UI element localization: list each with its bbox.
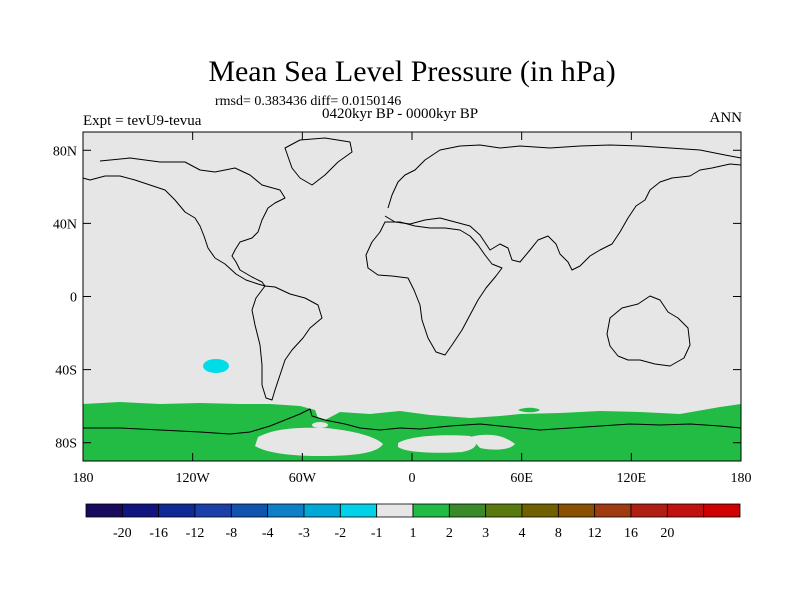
europe-south-asia-coast: [384, 163, 742, 271]
colorbar-box: [412, 503, 450, 518]
colorbar-box: [194, 503, 232, 518]
colorbar-label: 1: [410, 526, 417, 541]
lat-tick-label: 80S: [55, 437, 77, 452]
antarctic-gap-central: [398, 435, 477, 453]
antarctic-gaps: [255, 422, 515, 456]
colorbar-box: [594, 503, 632, 518]
lon-tick-label: 180: [73, 471, 94, 486]
lat-tick-label: 0: [70, 291, 77, 306]
colorbar: -20 -16 -12 -8 -4 -3 -2 -1 1 2 3 4 8 12 16 20: [85, 503, 741, 541]
lat-tick-label: 40S: [55, 364, 77, 379]
colorbar-label: -8: [225, 526, 237, 541]
rmsd-diff-stats: rmsd= 0.383436 diff= 0.0150146: [215, 94, 402, 109]
lon-tick-label: 180: [731, 471, 752, 486]
colorbar-box: [230, 503, 269, 518]
colorbar-label: 4: [519, 526, 526, 541]
map-area: [82, 131, 742, 462]
southern-ocean-positive-field: [83, 402, 741, 461]
colorbar-label: 20: [660, 526, 674, 541]
lon-tick-label: 60E: [510, 471, 533, 486]
page-title: Mean Sea Level Pressure (in hPa): [208, 55, 616, 88]
north-america-coast: [82, 157, 286, 287]
experiment-label: Expt = tevU9-tevua: [83, 113, 202, 129]
colorbar-label: 12: [588, 526, 602, 541]
antarctic-gap-small: [312, 422, 328, 428]
colorbar-label: -3: [298, 526, 310, 541]
lon-tick-label: 120W: [176, 471, 211, 486]
lat-tick-label: 80N: [53, 144, 77, 159]
colorbar-label: -12: [186, 526, 205, 541]
antarctic-coastal-positive-patch: [518, 407, 540, 413]
colorbar-label: -1: [371, 526, 383, 541]
season-label: ANN: [709, 110, 743, 126]
south-pacific-negative-field: [203, 359, 229, 373]
latitude-labels: 80N 40N 0 40S 80S: [53, 144, 77, 451]
colorbar-box: [121, 503, 160, 518]
colorbar-label: -2: [334, 526, 346, 541]
colorbar-box: [376, 503, 414, 518]
colorbar-box: [666, 503, 705, 518]
colorbar-box: [485, 503, 523, 518]
colorbar-box: [339, 503, 378, 518]
colorbar-label: 16: [624, 526, 638, 541]
lat-tick-label: 40N: [53, 217, 77, 232]
australia-coast: [606, 295, 691, 367]
colorbar-label: 8: [555, 526, 562, 541]
colorbar-box: [521, 503, 559, 518]
south-america-coast: [251, 285, 323, 401]
colorbar-label: -4: [262, 526, 274, 541]
map-frame: [82, 131, 742, 462]
colorbar-box: [557, 503, 596, 518]
africa-coast: [365, 221, 503, 356]
period-label: 0420kyr BP - 0000kyr BP: [322, 106, 479, 122]
colorbar-label: 3: [482, 526, 489, 541]
antarctic-gap-east: [470, 434, 515, 450]
positive-anomaly-fields: [83, 402, 741, 461]
colorbar-box: [303, 503, 341, 518]
eurasia-coast: [387, 144, 742, 209]
colorbar-box: [85, 503, 123, 518]
colorbar-label: 2: [446, 526, 453, 541]
colorbar-label: -20: [113, 526, 132, 541]
lon-tick-label: 120E: [617, 471, 647, 486]
colorbar-box: [630, 503, 668, 518]
antarctica-coast: [83, 408, 742, 435]
longitude-labels: 180 120W 60W 0 60E 120E 180: [73, 471, 752, 486]
coastlines: [82, 137, 742, 435]
colorbar-label: -16: [149, 526, 168, 541]
colorbar-box: [158, 503, 196, 518]
colorbar-box: [703, 503, 741, 518]
lon-tick-label: 0: [409, 471, 416, 486]
lon-tick-label: 60W: [289, 471, 317, 486]
antarctic-gap-west: [255, 427, 383, 456]
colorbar-box: [448, 503, 487, 518]
colorbar-box: [267, 503, 305, 518]
greenland-coast: [284, 137, 353, 186]
